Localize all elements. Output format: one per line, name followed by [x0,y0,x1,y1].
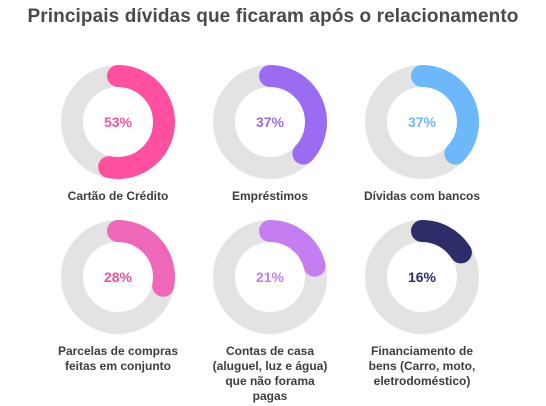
donut-slice [213,65,327,179]
label-line: feitas em conjunto [64,359,171,373]
label-line: bens (Carro, moto, [368,359,476,373]
donut-chart-4: 28% Parcelas de compras feitas em conjunto [38,218,198,374]
donut-slice [61,65,175,179]
donut-category-label: Contas de casa (aluguel, luz e água) que n… [190,344,350,404]
label-line: Cartão de Crédito [67,189,169,203]
label-line: Parcelas de compras [57,344,179,358]
label-line: pagas [252,389,288,403]
donut-category-label: Parcelas de compras feitas em conjunto [38,344,198,374]
donut-chart-6: 16% Financiamento de bens (Carro, moto, ele… [342,218,502,389]
donut-category-label: Dívidas com bancos [342,189,502,204]
label-line: Contas de casa [225,344,315,358]
donut-slice [61,220,175,334]
donut-svg: 53% [61,65,175,179]
donut-chart-5: 21% Contas de casa (aluguel, luz e água) qu… [190,218,350,404]
donut-category-label: Empréstimos [190,189,350,204]
label-line: Empréstimos [231,189,309,203]
donut-chart-3: 37% Dívidas com bancos [342,63,502,204]
donut-slice [213,220,327,334]
donut-value-label: 37% [256,114,285,130]
donut-value-label: 16% [408,269,437,285]
donut-svg: 37% [213,65,327,179]
chart-title: Principais dívidas que ficaram após o re… [27,6,519,27]
donut-chart-2: 37% Empréstimos [190,63,350,204]
label-line: eletrodoméstico) [373,374,471,388]
label-line: que não forama [225,374,315,388]
label-line: (aluguel, luz e água) [212,359,328,373]
donut-value-label: 21% [256,269,285,285]
label-line: Dívidas com bancos [363,189,481,203]
donut-slice [365,220,479,334]
donut-chart-1: 53% Cartão de Crédito [38,63,198,204]
donut-svg: 16% [365,220,479,334]
donut-category-label: Financiamento de bens (Carro, moto, eletro… [342,344,502,389]
label-line: Financiamento de [370,344,474,358]
donut-svg: 21% [213,220,327,334]
donut-value-label: 53% [104,114,133,130]
donut-svg: 37% [365,65,479,179]
donut-svg: 28% [61,220,175,334]
donut-value-label: 37% [408,114,437,130]
donut-category-label: Cartão de Crédito [38,189,198,204]
donut-value-label: 28% [104,269,133,285]
donut-slice [365,65,479,179]
